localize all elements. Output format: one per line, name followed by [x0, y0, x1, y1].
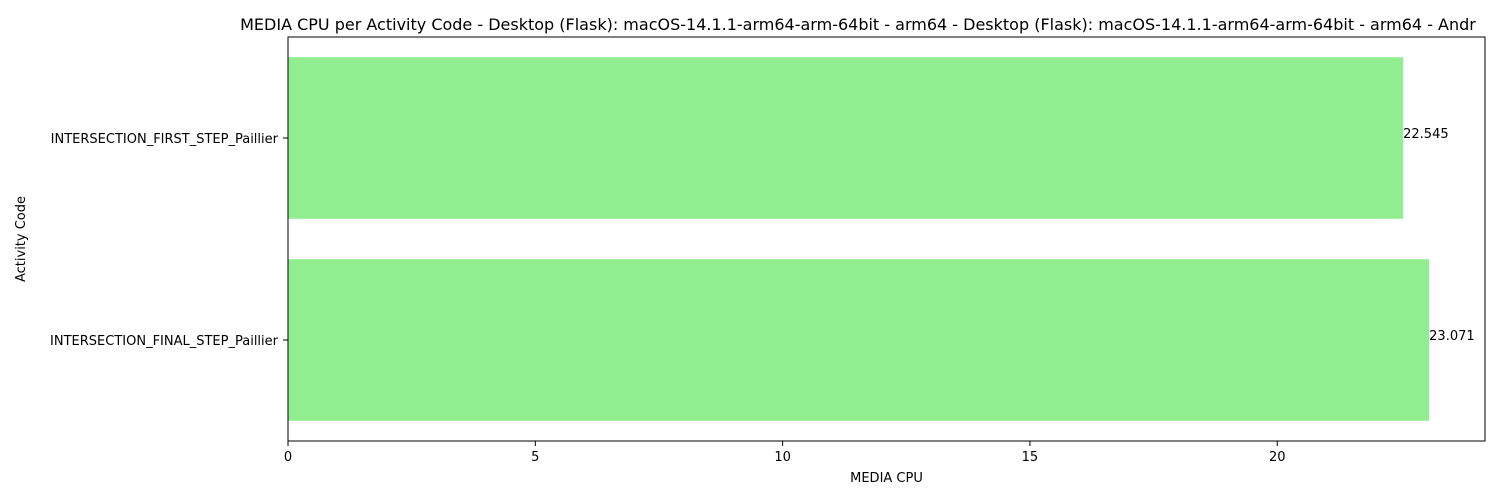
x-tick-label: 15: [1022, 450, 1039, 465]
bar: [288, 259, 1430, 421]
plot-frame: [287, 36, 1486, 442]
y-tick-label: INTERSECTION_FINAL_STEP_Paillier: [50, 334, 279, 349]
x-tick-label: 10: [774, 450, 791, 465]
bar-value-label: 23.071: [1429, 329, 1475, 344]
chart-title: MEDIA CPU per Activity Code - Desktop (F…: [240, 15, 1476, 34]
y-tick-label: INTERSECTION_FIRST_STEP_Paillier: [51, 132, 279, 147]
x-tick-label: 20: [1269, 450, 1286, 465]
x-axis-label: MEDIA CPU: [850, 471, 923, 486]
bars-layer: [288, 57, 1430, 421]
data-labels-layer: 22.545 23.071: [1403, 127, 1475, 344]
y-axis-ticks: INTERSECTION_FIRST_STEP_Paillier INTERSEC…: [50, 132, 288, 349]
x-tick-label: 0: [284, 450, 292, 465]
x-axis-ticks: 0 5 10 15 20: [284, 441, 1286, 465]
y-axis-label: Activity Code: [14, 196, 29, 282]
bar: [288, 57, 1404, 219]
bar-value-label: 22.545: [1403, 127, 1449, 142]
x-tick-label: 5: [531, 450, 539, 465]
